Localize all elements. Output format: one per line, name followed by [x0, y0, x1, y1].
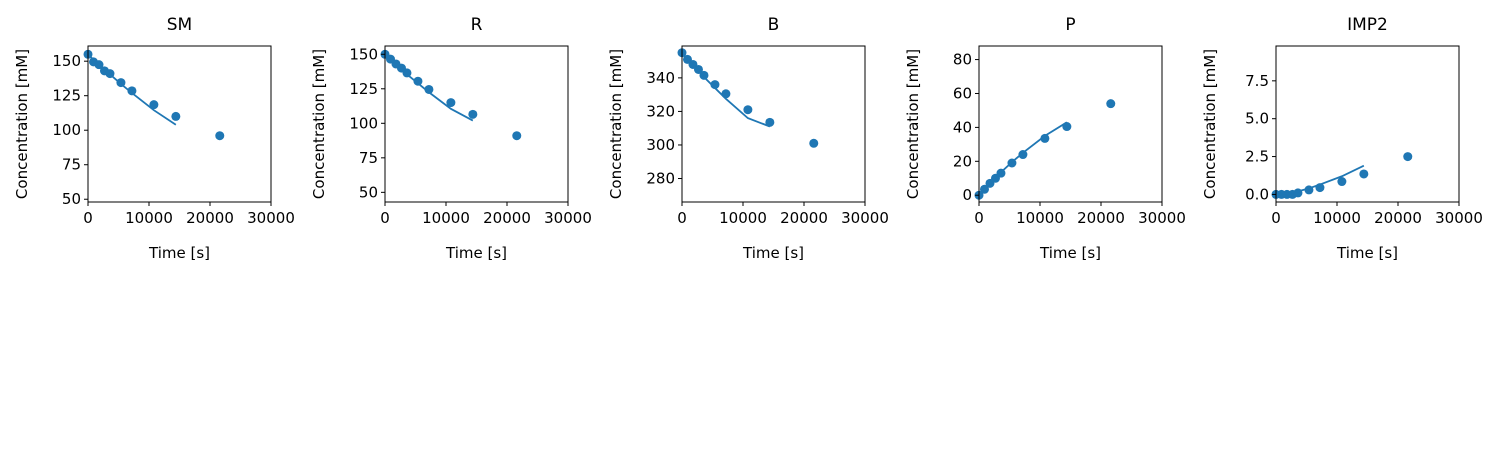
- y-tick-label: 75: [62, 156, 81, 174]
- data-point: [424, 84, 434, 94]
- model-line: [384, 53, 474, 122]
- data-point: [446, 98, 456, 108]
- x-tick-label: 20000: [483, 209, 531, 227]
- x-axis-label: Time [s]: [445, 244, 507, 262]
- data-point: [149, 100, 159, 110]
- data-point: [699, 70, 709, 80]
- y-tick-label: 125: [349, 80, 378, 98]
- y-tick-label: 0.0: [1245, 185, 1269, 203]
- y-tick-label: 150: [52, 52, 81, 70]
- y-tick-label: 100: [349, 114, 378, 132]
- data-point: [743, 105, 753, 115]
- y-tick-label: 80: [953, 51, 972, 69]
- y-tick-label: 100: [52, 121, 81, 139]
- x-tick-label: 10000: [125, 209, 173, 227]
- data-point: [1018, 150, 1028, 160]
- data-point: [1337, 177, 1347, 187]
- data-point: [127, 86, 137, 96]
- subplot-0: SM 0 10000 20000 30000 50 75 100 125 150 Time [s] C…: [13, 15, 295, 262]
- y-tick-label: 50: [359, 183, 378, 201]
- x-tick-label: 0: [1271, 209, 1281, 227]
- model-line: [1275, 164, 1365, 196]
- axes-frame: [978, 45, 1163, 203]
- subplot-title: IMP2: [1347, 15, 1388, 35]
- y-tick-label: 300: [646, 136, 675, 154]
- y-axis-label: Concentration [mM]: [1201, 49, 1219, 199]
- model-line: [87, 53, 177, 126]
- y-tick-label: 40: [953, 118, 972, 136]
- subplot-2: B 0 10000 20000 30000 280 300 320 340 Time [s] Con…: [607, 15, 889, 262]
- x-tick-label: 0: [380, 209, 390, 227]
- model-line: [978, 121, 1068, 196]
- y-axis-label: Concentration [mM]: [310, 49, 328, 199]
- axes-frame: [681, 45, 866, 203]
- data-point: [171, 111, 181, 121]
- y-tick-label: 280: [646, 170, 675, 188]
- x-axis-label: Time [s]: [148, 244, 210, 262]
- x-axis-label: Time [s]: [742, 244, 804, 262]
- y-tick-label: 340: [646, 69, 675, 87]
- y-tick-label: 5.0: [1245, 110, 1269, 128]
- data-point: [468, 109, 478, 119]
- x-tick-label: 0: [974, 209, 984, 227]
- x-tick-label: 10000: [422, 209, 470, 227]
- x-tick-label: 20000: [1374, 209, 1422, 227]
- x-tick-label: 30000: [1435, 209, 1483, 227]
- data-point: [1403, 152, 1413, 162]
- subplot-title: B: [768, 15, 780, 35]
- x-tick-label: 20000: [1077, 209, 1125, 227]
- x-tick-label: 30000: [1138, 209, 1186, 227]
- x-tick-label: 10000: [1313, 209, 1361, 227]
- x-tick-label: 10000: [719, 209, 767, 227]
- y-tick-label: 2.5: [1245, 148, 1269, 166]
- model-line: [681, 52, 771, 128]
- y-tick-label: 0: [962, 186, 972, 204]
- data-point: [1359, 169, 1369, 179]
- y-tick-label: 60: [953, 84, 972, 102]
- y-tick-label: 75: [359, 149, 378, 167]
- y-axis-label: Concentration [mM]: [904, 49, 922, 199]
- data-point: [809, 138, 819, 148]
- y-axis-label: Concentration [mM]: [13, 49, 31, 199]
- subplot-title: SM: [167, 15, 192, 35]
- axes-frame: [87, 45, 272, 203]
- subplot-4: IMP2 0 10000 20000 30000 0.0 2.5 5.0 7.5 Time [s]…: [1201, 15, 1483, 262]
- data-point: [693, 64, 703, 74]
- y-tick-label: 50: [62, 190, 81, 208]
- x-axis-label: Time [s]: [1336, 244, 1398, 262]
- data-point: [512, 131, 522, 141]
- data-point: [1106, 99, 1116, 109]
- axes-frame: [1275, 45, 1460, 203]
- subplot-title: R: [471, 15, 483, 35]
- subplot-1: R 0 10000 20000 30000 50 75 100 125 150 Time [s] Co…: [310, 15, 592, 262]
- x-tick-label: 30000: [247, 209, 295, 227]
- y-tick-label: 150: [349, 45, 378, 63]
- x-tick-label: 10000: [1016, 209, 1064, 227]
- y-tick-label: 125: [52, 87, 81, 105]
- y-tick-label: 20: [953, 152, 972, 170]
- x-tick-label: 20000: [780, 209, 828, 227]
- y-axis-label: Concentration [mM]: [607, 49, 625, 199]
- x-tick-label: 30000: [841, 209, 889, 227]
- data-point: [1040, 133, 1050, 143]
- data-point: [413, 76, 423, 86]
- x-tick-label: 30000: [544, 209, 592, 227]
- data-point: [215, 131, 225, 141]
- y-tick-label: 320: [646, 102, 675, 120]
- subplot-3: P 0 10000 20000 30000 0 20 40 60 80 Time [s] Concen…: [904, 15, 1186, 262]
- x-tick-label: 20000: [186, 209, 234, 227]
- axes-frame: [384, 45, 569, 203]
- data-point: [765, 117, 775, 127]
- y-tick-label: 7.5: [1245, 72, 1269, 90]
- x-tick-label: 0: [677, 209, 687, 227]
- x-axis-label: Time [s]: [1039, 244, 1101, 262]
- x-tick-label: 0: [83, 209, 93, 227]
- subplot-title: P: [1065, 15, 1075, 35]
